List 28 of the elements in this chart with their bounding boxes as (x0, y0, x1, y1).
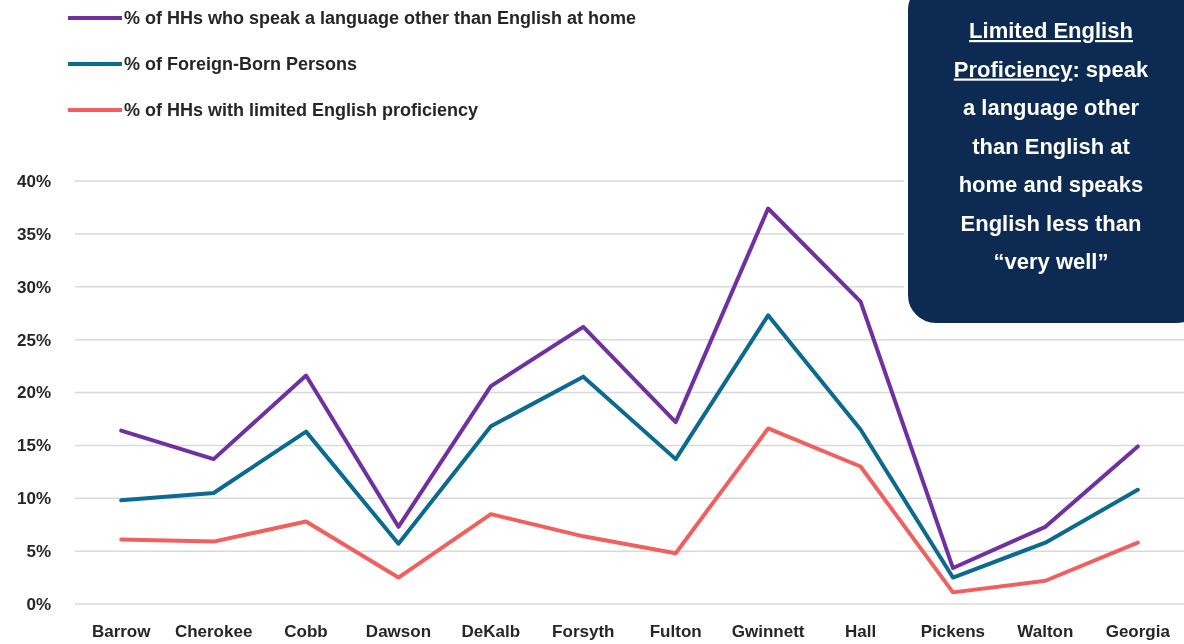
line-series (119, 313, 1140, 580)
line-series (119, 206, 1140, 571)
annotation: Limited English Proficiency: speak a language other than English at home and speaks English less than “very well” (953, 18, 1149, 274)
x-tick-label: Dawson (365, 622, 432, 641)
y-tick-label: 5% (26, 542, 51, 562)
x-tick-label: Gwinnett (731, 622, 805, 641)
x-tick-label: Cobb (284, 622, 328, 641)
x-tick-label: Georgia (1105, 622, 1171, 641)
legend-label: % of HHs with limited English proficiency (124, 100, 479, 120)
line-series (119, 426, 1140, 595)
y-tick-label: 40% (16, 171, 51, 191)
x-tick-label: Cherokee (174, 622, 253, 641)
x-tick-label: Fulton (649, 622, 702, 641)
y-tick-label: 0% (26, 594, 51, 614)
legend-label: % of Foreign-Born Persons (124, 54, 358, 74)
x-tick-label: Walton (1017, 622, 1074, 641)
legend-label: % of HHs who speak a language other than English at home (124, 8, 637, 28)
x-tick-label: Forsyth (552, 622, 615, 641)
x-tick-label: DeKalb (461, 622, 521, 641)
x-tick-label: Hall (844, 622, 877, 641)
y-tick-label: 35% (16, 224, 51, 244)
y-tick-label: 30% (16, 277, 51, 297)
x-tick-label: Pickens (920, 622, 986, 641)
y-tick-label: 25% (16, 330, 51, 350)
x-tick-label: Barrow (91, 622, 152, 641)
y-tick-label: 10% (16, 489, 51, 509)
y-tick-label: 20% (16, 383, 51, 403)
y-tick-label: 15% (16, 436, 51, 456)
